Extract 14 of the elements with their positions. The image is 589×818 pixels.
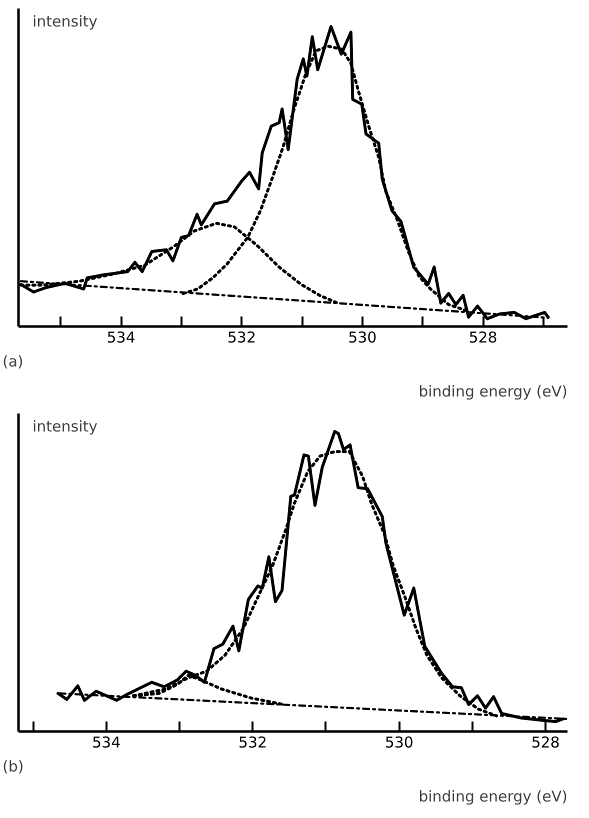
x-tick-label: 530 <box>348 328 377 346</box>
x-axis-title: binding energy (eV) <box>418 382 568 400</box>
x-tick-label: 534 <box>106 328 136 346</box>
x-tick-label: 530 <box>384 734 414 752</box>
x-tick-label: 532 <box>227 328 256 346</box>
text: (a) <box>2 352 24 370</box>
x-tick-label: 528 <box>531 734 560 752</box>
y-axis-title: intensity <box>32 12 98 30</box>
x-tick-label: 534 <box>92 734 121 752</box>
y-axis-title: intensity <box>32 418 98 436</box>
x-tick-label: 528 <box>468 328 498 346</box>
x-axis-title: binding energy (eV) <box>418 788 568 806</box>
x-tick-label: 532 <box>238 734 268 752</box>
text: (b) <box>2 758 24 776</box>
